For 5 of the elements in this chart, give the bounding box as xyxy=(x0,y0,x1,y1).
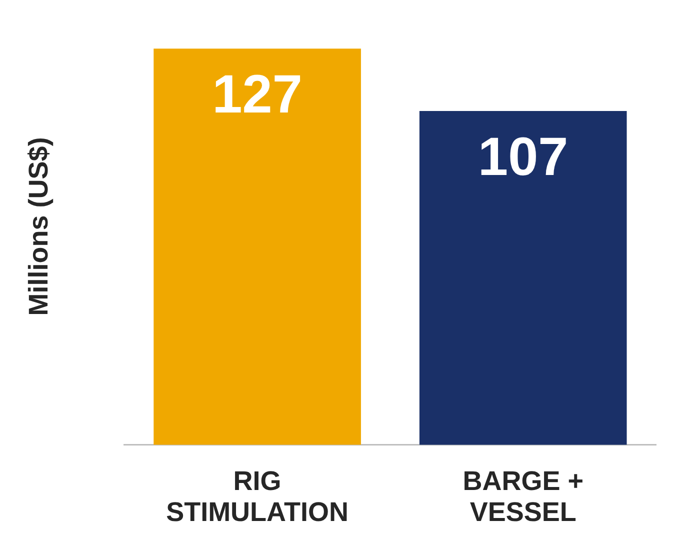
x-tick-label: RIG STIMULATION xyxy=(166,466,349,527)
data-label: 127 xyxy=(212,64,302,124)
data-label: 107 xyxy=(478,126,568,187)
x-tick-label: BARGE + VESSEL xyxy=(462,466,584,527)
y-axis-title: Millions (US$) xyxy=(24,137,54,316)
